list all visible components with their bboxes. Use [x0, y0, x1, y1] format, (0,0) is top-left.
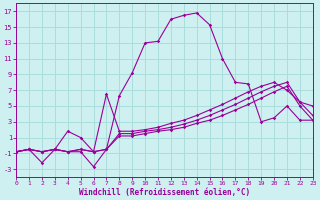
X-axis label: Windchill (Refroidissement éolien,°C): Windchill (Refroidissement éolien,°C)	[79, 188, 250, 197]
